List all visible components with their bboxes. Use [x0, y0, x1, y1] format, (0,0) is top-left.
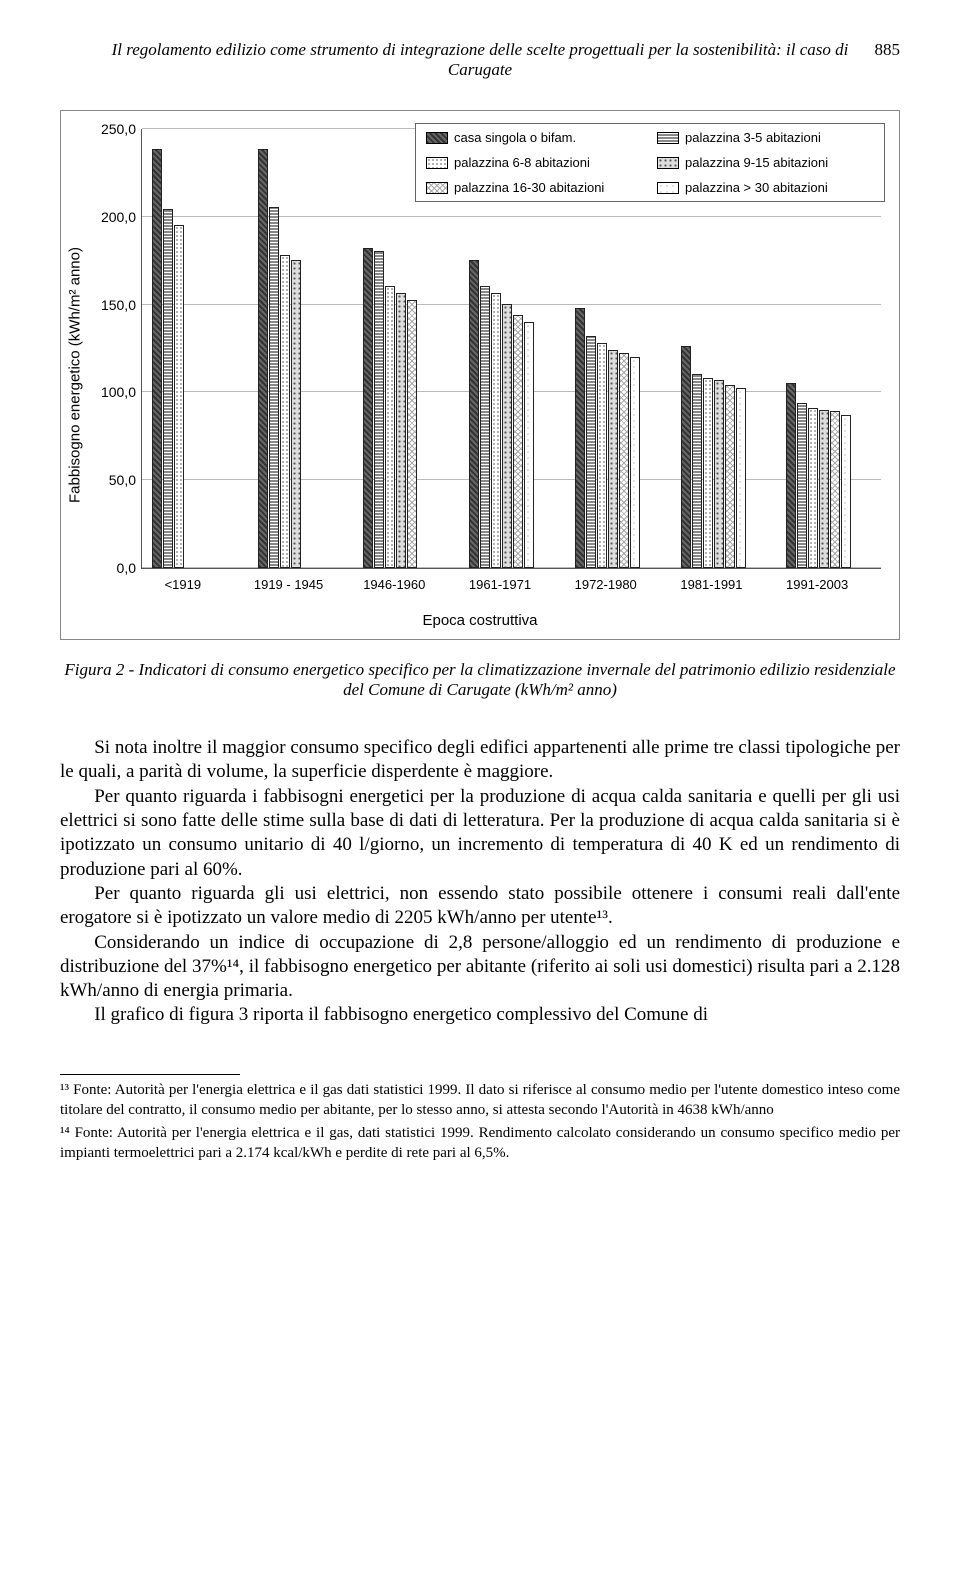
legend-item: palazzina 9-15 abitazioni: [657, 155, 874, 170]
paragraph: Per quanto riguarda gli usi elettrici, n…: [60, 882, 900, 931]
x-axis-title: Epoca costruttiva: [422, 612, 537, 629]
bar: [480, 286, 490, 568]
bar: [491, 293, 501, 568]
bar: [174, 225, 184, 568]
bar: [269, 207, 279, 568]
legend-label: palazzina 6-8 abitazioni: [454, 155, 590, 170]
legend-label: palazzina > 30 abitazioni: [685, 180, 828, 195]
legend-swatch: [426, 132, 448, 144]
x-tick-label: 1946-1960: [363, 577, 425, 592]
bar: [363, 248, 373, 568]
figure-caption: Figura 2 - Indicatori di consumo energet…: [60, 660, 900, 700]
paragraph: Considerando un indice di occupazione di…: [60, 931, 900, 1004]
bar: [185, 566, 195, 568]
bar: [407, 300, 417, 568]
bar: [313, 566, 323, 568]
bar: [502, 304, 512, 568]
x-tick-label: 1981-1991: [680, 577, 742, 592]
chart-figure: Fabbisogno energetico (kWh/m² anno) 0,0 5…: [60, 110, 900, 640]
bar: [291, 260, 301, 568]
footnotes: ¹³ Fonte: Autorità per l'energia elettri…: [60, 1068, 900, 1164]
bar: [841, 415, 851, 568]
footnote: ¹³ Fonte: Autorità per l'energia elettri…: [60, 1081, 900, 1121]
bar: [163, 209, 173, 568]
paragraph: Si nota inoltre il maggior consumo speci…: [60, 736, 900, 785]
x-tick-label: 1972-1980: [575, 577, 637, 592]
body-text: Si nota inoltre il maggior consumo speci…: [60, 736, 900, 1028]
bar: [385, 286, 395, 568]
bar: [692, 374, 702, 568]
y-tick-label: 0,0: [92, 560, 136, 576]
bar: [374, 251, 384, 568]
bar: [703, 378, 713, 568]
bar: [302, 566, 312, 568]
header-title: Il regolamento edilizio come strumento d…: [100, 40, 860, 80]
legend-swatch: [657, 157, 679, 169]
legend-label: palazzina 9-15 abitazioni: [685, 155, 828, 170]
bar-group: [786, 383, 851, 568]
legend-swatch: [426, 182, 448, 194]
running-header: Il regolamento edilizio come strumento d…: [60, 40, 900, 80]
y-tick-label: 50,0: [92, 472, 136, 488]
bar: [736, 388, 746, 568]
bar: [418, 566, 428, 568]
bar: [786, 383, 796, 568]
bar: [196, 566, 206, 568]
legend-item: palazzina 3-5 abitazioni: [657, 130, 874, 145]
x-tick-label: 1991-2003: [786, 577, 848, 592]
bar-group: [681, 346, 746, 568]
legend-label: palazzina 3-5 abitazioni: [685, 130, 821, 145]
bar: [207, 566, 217, 568]
x-tick-label: 1919 - 1945: [254, 577, 323, 592]
bar: [597, 343, 607, 568]
bar-group: [258, 149, 323, 568]
y-tick-label: 200,0: [92, 209, 136, 225]
gridline: [142, 216, 881, 217]
legend-item: palazzina 6-8 abitazioni: [426, 155, 643, 170]
bar: [797, 403, 807, 568]
bar: [396, 293, 406, 568]
x-tick-label: 1961-1971: [469, 577, 531, 592]
y-tick-label: 250,0: [92, 121, 136, 137]
bar: [681, 346, 691, 568]
bar-group: [363, 248, 428, 568]
page-number: 885: [875, 40, 901, 60]
paragraph: Per quanto riguarda i fabbisogni energet…: [60, 785, 900, 882]
bar: [630, 357, 640, 568]
bar: [280, 255, 290, 568]
paragraph: Il grafico di figura 3 riporta il fabbis…: [60, 1003, 900, 1027]
legend-swatch: [657, 132, 679, 144]
footnote-rule: [60, 1074, 240, 1075]
bar-group: [152, 149, 217, 568]
bar-group: [575, 308, 640, 568]
bar: [725, 385, 735, 568]
bar: [608, 350, 618, 568]
bar: [575, 308, 585, 568]
bar: [513, 315, 523, 568]
bar: [586, 336, 596, 568]
bar: [469, 260, 479, 568]
bar: [830, 411, 840, 568]
legend-swatch: [426, 157, 448, 169]
bar: [524, 322, 534, 568]
footnote: ¹⁴ Fonte: Autorità per l'energia elettri…: [60, 1124, 900, 1164]
bar: [808, 408, 818, 568]
bar: [819, 410, 829, 568]
legend-label: casa singola o bifam.: [454, 130, 576, 145]
bar: [258, 149, 268, 568]
legend-item: palazzina > 30 abitazioni: [657, 180, 874, 195]
y-tick-label: 100,0: [92, 384, 136, 400]
bar: [619, 353, 629, 568]
y-tick-label: 150,0: [92, 297, 136, 313]
x-tick-label: <1919: [165, 577, 202, 592]
legend-item: palazzina 16-30 abitazioni: [426, 180, 643, 195]
bar: [714, 380, 724, 568]
legend-item: casa singola o bifam.: [426, 130, 643, 145]
bar-group: [469, 260, 534, 568]
bar: [152, 149, 162, 568]
y-axis-title: Fabbisogno energetico (kWh/m² anno): [67, 247, 84, 503]
legend-swatch: [657, 182, 679, 194]
chart-legend: casa singola o bifam. palazzina 3-5 abita…: [415, 123, 885, 202]
legend-label: palazzina 16-30 abitazioni: [454, 180, 604, 195]
